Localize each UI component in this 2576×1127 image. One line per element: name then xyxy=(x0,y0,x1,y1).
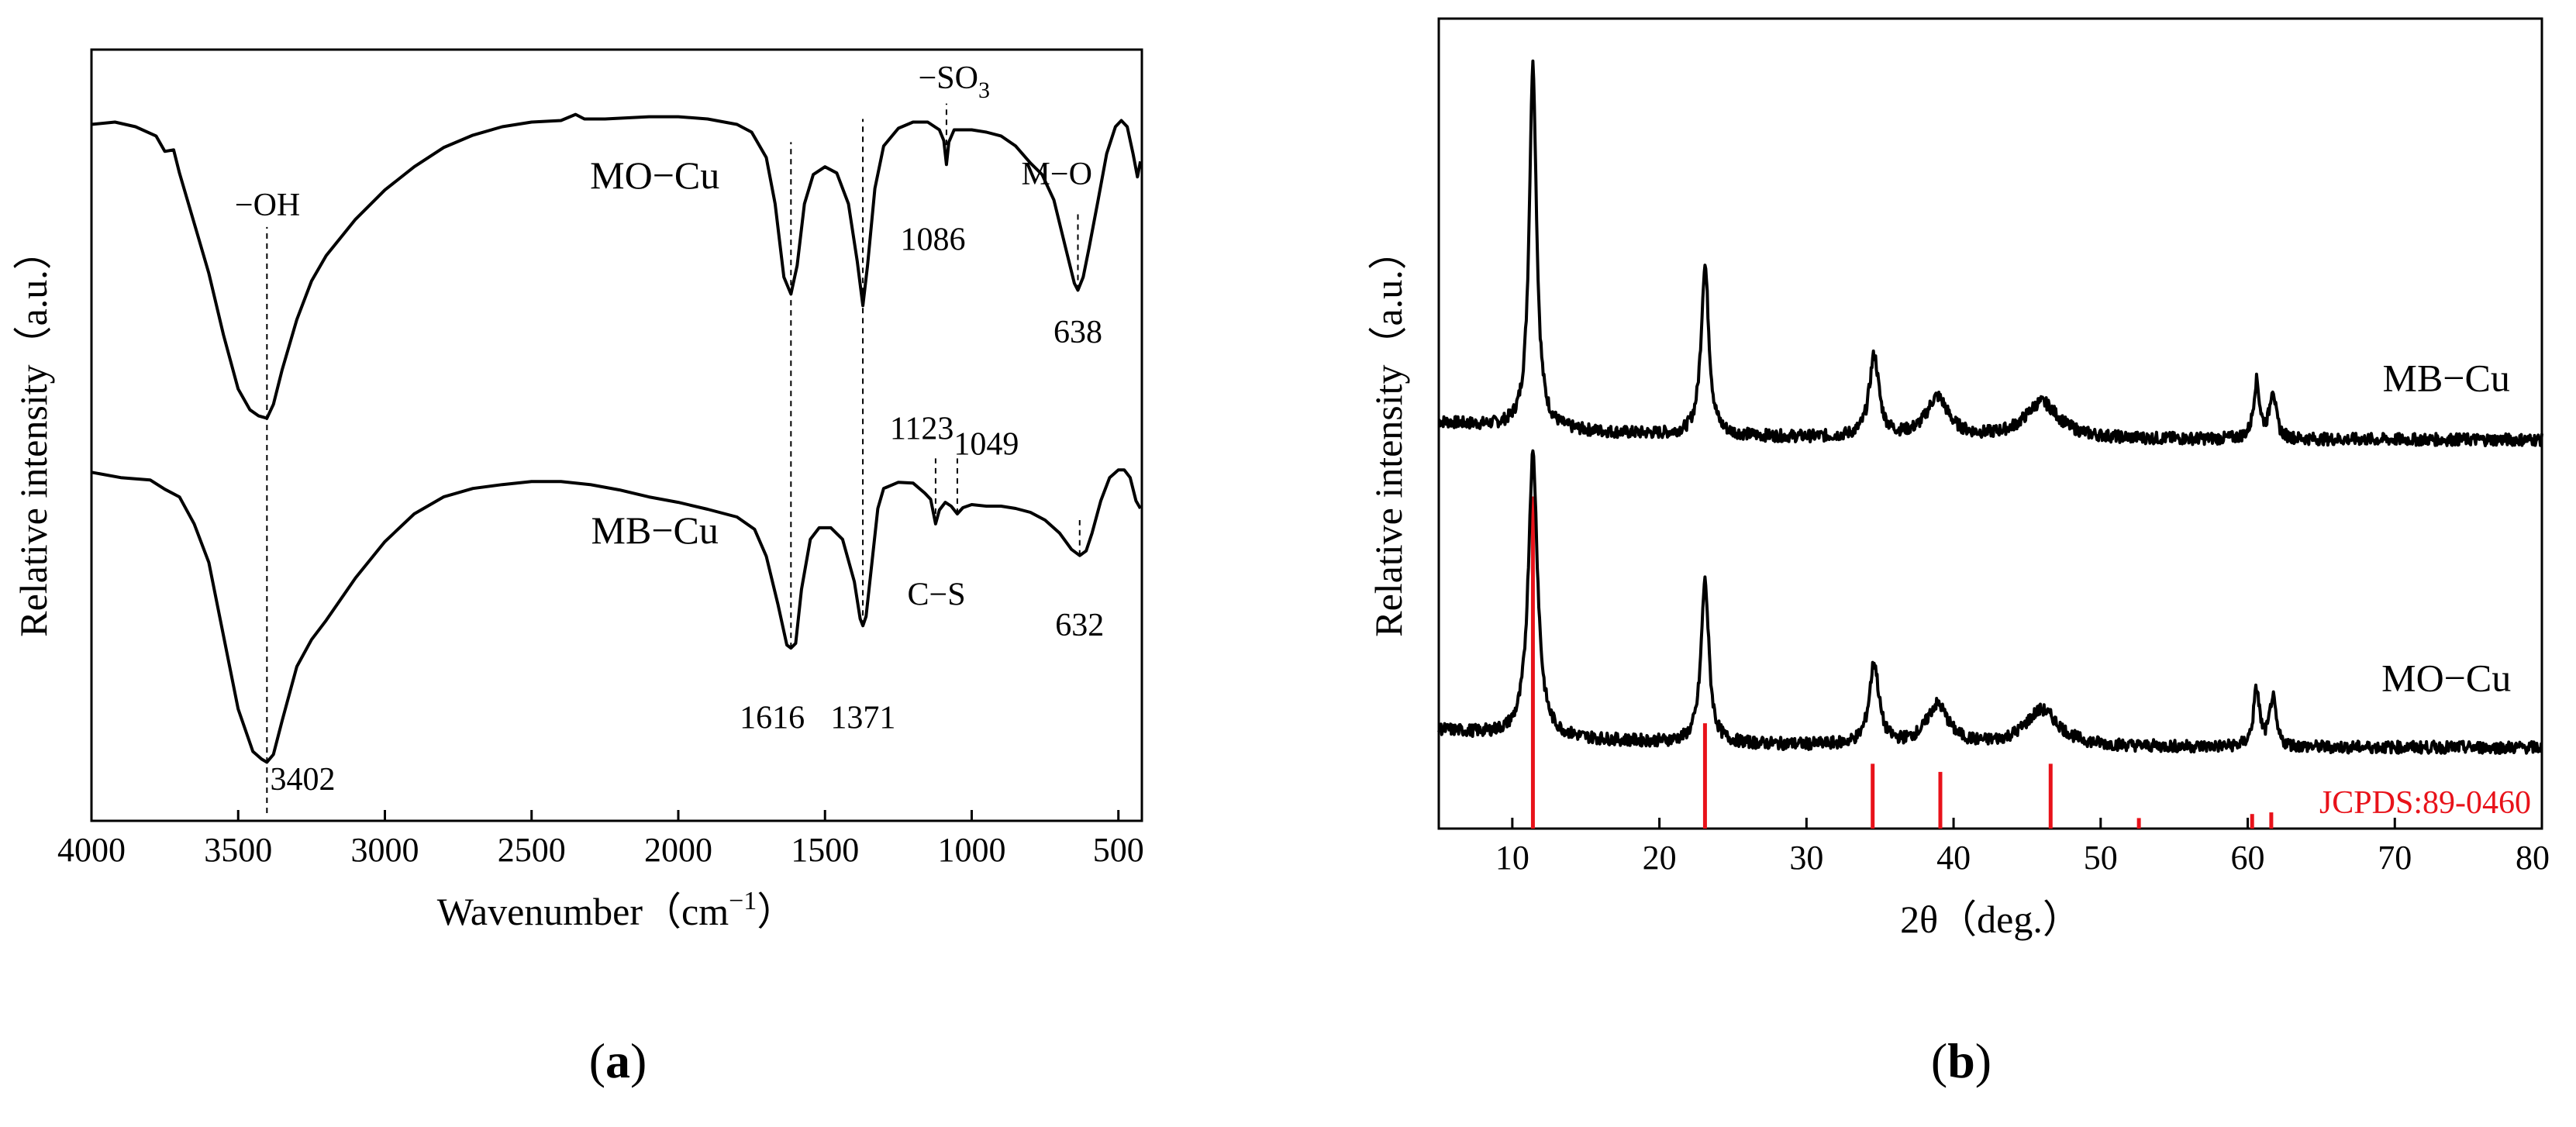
reference-pattern-label: JCPDS:89-0460 xyxy=(2319,785,2531,821)
peak-annotation: 1616 xyxy=(740,701,805,736)
panel-b-y-axis-label: Relative intensity（a.u.） xyxy=(1367,231,1410,637)
x-tick-label: 20 xyxy=(1643,839,1677,877)
x-tick-label: 1000 xyxy=(937,831,1005,869)
panel-a-y-axis-label: Relative intensity（a.u.） xyxy=(12,231,55,637)
panel-b-annotations: MB−Cu MO−Cu xyxy=(2381,357,2511,700)
x-tick-label: 60 xyxy=(2231,839,2265,877)
peak-annotation: 1371 xyxy=(830,701,895,736)
panel-b-reference-lines xyxy=(1530,496,2274,829)
curve-label: MO−Cu xyxy=(2381,656,2511,699)
spectrum-mbcu xyxy=(91,468,1142,764)
x-tick-label: 1500 xyxy=(791,831,859,869)
x-tick-label: 2500 xyxy=(498,831,566,869)
x-tick-label: 50 xyxy=(2084,839,2118,877)
pattern-mocu xyxy=(1437,449,2543,755)
peak-annotation: 632 xyxy=(1055,608,1104,643)
panel-a-x-axis-label: Wavenumber（cm−1） xyxy=(437,887,796,933)
peak-annotation: 1049 xyxy=(953,426,1019,462)
x-tick-label: 3000 xyxy=(350,831,419,869)
x-tick-label: 3500 xyxy=(204,831,272,869)
panel-a-curves xyxy=(91,112,1143,764)
x-tick-label: 30 xyxy=(1789,839,1823,877)
peak-annotation: 1086 xyxy=(901,222,966,258)
panel-a-x-axis: 4000 3500 3000 2500 2000 1500 1000 500 xyxy=(57,810,1144,869)
panel-b-label: (b) xyxy=(1931,1033,1991,1088)
subscript: 3 xyxy=(978,78,990,103)
pattern-mbcu xyxy=(1437,59,2543,447)
peak-annotation: M−O xyxy=(1022,157,1092,192)
panel-a-label: (a) xyxy=(589,1033,647,1088)
panel-a-frame xyxy=(90,48,1143,822)
panel-b-x-axis-label: 2θ（deg.） xyxy=(1900,898,2081,941)
panel-b-frame xyxy=(1437,17,2543,830)
x-tick-label: 70 xyxy=(2378,839,2412,877)
peak-annotation: 638 xyxy=(1054,315,1102,350)
panel-b-x-axis: 10 20 30 40 50 60 70 80 xyxy=(1495,818,2550,877)
x-tick-label: 2000 xyxy=(644,831,712,869)
x-tick-label: 4000 xyxy=(57,831,126,869)
peak-annotation: C−S xyxy=(908,577,966,612)
x-tick-label: 500 xyxy=(1093,831,1144,869)
curve-label: MO−Cu xyxy=(590,153,719,197)
spectrum-mocu xyxy=(91,112,1143,420)
panel-a: 4000 3500 3000 2500 2000 1500 1000 500 MO−Cu MB−… xyxy=(12,48,1144,1088)
panel-a-annotations: MO−Cu MB−Cu −OH −SO3 M−O 1086 638 1123 1049 C−S 63… xyxy=(235,60,1104,798)
x-tick-label: 10 xyxy=(1495,839,1529,877)
curve-label: MB−Cu xyxy=(591,508,719,552)
panel-b-curves xyxy=(1437,59,2543,755)
peak-annotation: −SO3 xyxy=(919,60,990,103)
panel-a-guides xyxy=(266,103,1081,814)
peak-annotation: 1123 xyxy=(890,411,953,446)
x-tick-label: 80 xyxy=(2516,839,2550,877)
panel-b: 10 20 30 40 50 60 70 80 MB−Cu MO−Cu JCPDS:89-046… xyxy=(1367,17,2550,1088)
peak-annotation: −OH xyxy=(235,188,300,223)
peak-annotation: 3402 xyxy=(271,762,336,798)
x-tick-label: 40 xyxy=(1936,839,1971,877)
curve-label: MB−Cu xyxy=(2382,357,2509,400)
